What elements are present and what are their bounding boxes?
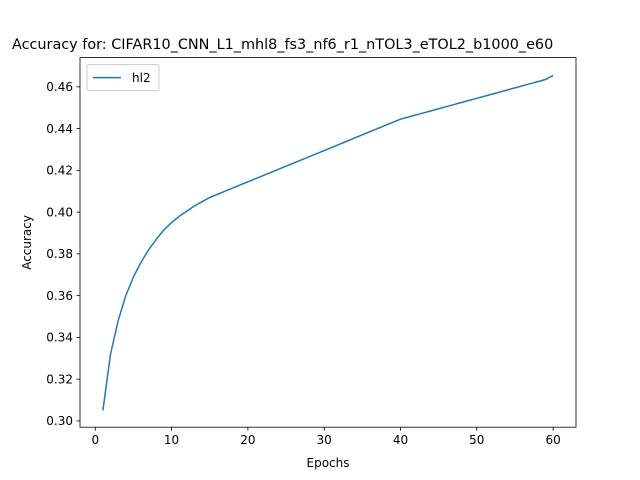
- x-tick-label: 0: [91, 433, 99, 447]
- y-tick-label: 0.38: [46, 247, 73, 261]
- x-tick-label: 60: [545, 433, 560, 447]
- x-tick-label: 20: [240, 433, 255, 447]
- y-tick-label: 0.44: [46, 122, 73, 136]
- y-tick-label: 0.34: [46, 331, 73, 345]
- y-tick-label: 0.36: [46, 289, 73, 303]
- y-tick-label: 0.46: [46, 80, 73, 94]
- series-line-hl2: [102, 74, 554, 411]
- y-tick-label: 0.42: [46, 164, 73, 178]
- x-tick-label: 10: [164, 433, 179, 447]
- x-axis-label: Epochs: [307, 456, 350, 470]
- legend: hl2: [86, 64, 160, 92]
- chart-title: Accuracy for: CIFAR10_CNN_L1_mhl8_fs3_nf…: [12, 37, 553, 53]
- axes-layer: 0 10 20 30 40 50 60 0.30 0.32 0.34 0.36 0.38 0.40 0.4…: [46, 57, 577, 447]
- x-tick-label: 40: [393, 433, 408, 447]
- legend-label-hl2: hl2: [132, 71, 151, 85]
- axes-frame: [79, 57, 577, 428]
- plot-layer: [102, 74, 554, 411]
- y-tick-label: 0.30: [46, 414, 73, 428]
- legend-box: [86, 64, 160, 92]
- plot-area: [80, 57, 576, 428]
- y-axis-label: Accuracy: [20, 215, 34, 270]
- y-tick-label: 0.32: [46, 372, 73, 386]
- y-tick-label: 0.40: [46, 205, 73, 219]
- x-tick-label: 50: [469, 433, 484, 447]
- x-tick-label: 30: [317, 433, 332, 447]
